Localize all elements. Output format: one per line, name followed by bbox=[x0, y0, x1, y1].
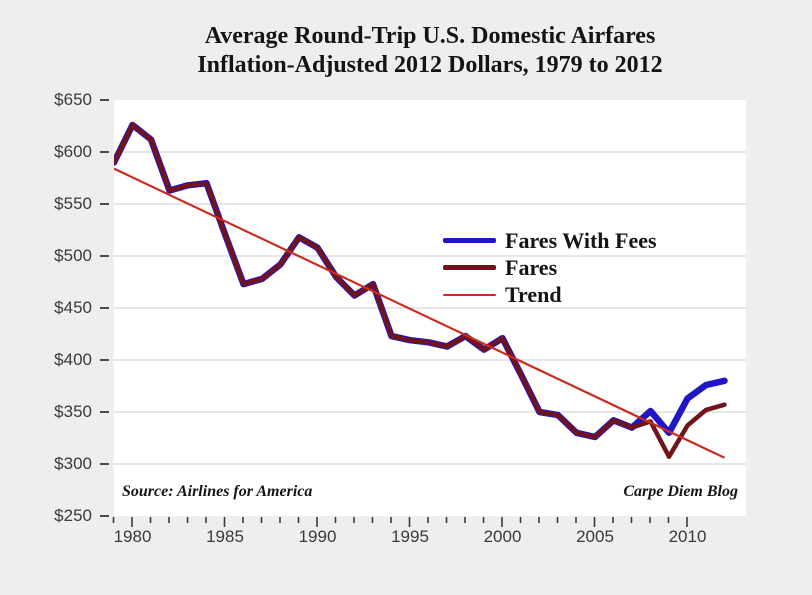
y-axis-label: $600 bbox=[54, 142, 92, 161]
chart-title-line1: Average Round-Trip U.S. Domestic Airfare… bbox=[204, 23, 656, 49]
chart-title: Average Round-Trip U.S. Domestic Airfare… bbox=[45, 22, 812, 80]
legend-label: Fares With Fees bbox=[505, 227, 657, 253]
legend-line-sample-blue bbox=[443, 238, 496, 243]
x-axis-label: 2000 bbox=[483, 527, 522, 546]
source-note: Source: Airlines for America bbox=[122, 483, 313, 500]
y-axis-tick bbox=[100, 151, 109, 153]
legend-item-fares: Fares bbox=[443, 254, 657, 281]
y-axis-label: $650 bbox=[54, 90, 92, 109]
credit-note: Carpe Diem Blog bbox=[623, 483, 738, 500]
y-axis-label: $250 bbox=[54, 506, 92, 525]
y-axis-tick bbox=[100, 203, 109, 205]
x-axis-label: 2010 bbox=[668, 527, 707, 546]
x-axis-label: 2005 bbox=[576, 527, 614, 546]
plot-area: Fares With Fees Fares Trend Source: Airl… bbox=[114, 100, 746, 516]
x-axis-label: 1990 bbox=[298, 527, 337, 546]
legend-line-sample-maroon bbox=[443, 265, 496, 270]
chart-title-line2: Inflation-Adjusted 2012 Dollars, 1979 to… bbox=[197, 52, 663, 78]
legend: Fares With Fees Fares Trend bbox=[443, 227, 657, 308]
chart-canvas bbox=[114, 121, 746, 465]
series-line-fares bbox=[114, 122, 727, 459]
y-axis-label: $550 bbox=[54, 194, 92, 213]
x-axis-label: 1985 bbox=[206, 527, 244, 546]
y-axis-label: $450 bbox=[54, 298, 92, 317]
y-axis-label: $400 bbox=[54, 350, 92, 369]
y-axis-tick bbox=[100, 515, 109, 517]
legend-label: Fares bbox=[505, 254, 558, 280]
legend-line-sample-red bbox=[443, 293, 496, 296]
legend-item-trend: Trend bbox=[443, 281, 657, 308]
x-axis-ticks bbox=[112, 517, 688, 527]
trend-line bbox=[114, 167, 725, 459]
x-axis-label: 1980 bbox=[113, 527, 152, 546]
y-axis-tick bbox=[100, 307, 109, 309]
legend-item-fares-with-fees: Fares With Fees bbox=[443, 227, 657, 254]
y-axis-tick bbox=[100, 255, 109, 257]
y-axis-tick bbox=[100, 411, 109, 413]
x-axis-label: 1995 bbox=[391, 527, 429, 546]
y-axis-tick bbox=[100, 463, 109, 465]
y-axis-label: $350 bbox=[54, 402, 92, 421]
legend-label: Trend bbox=[505, 281, 562, 307]
y-axis-label: $300 bbox=[54, 454, 92, 473]
y-axis-tick bbox=[100, 359, 109, 361]
y-axis-tick bbox=[100, 99, 109, 101]
y-axis-label: $500 bbox=[54, 246, 92, 265]
